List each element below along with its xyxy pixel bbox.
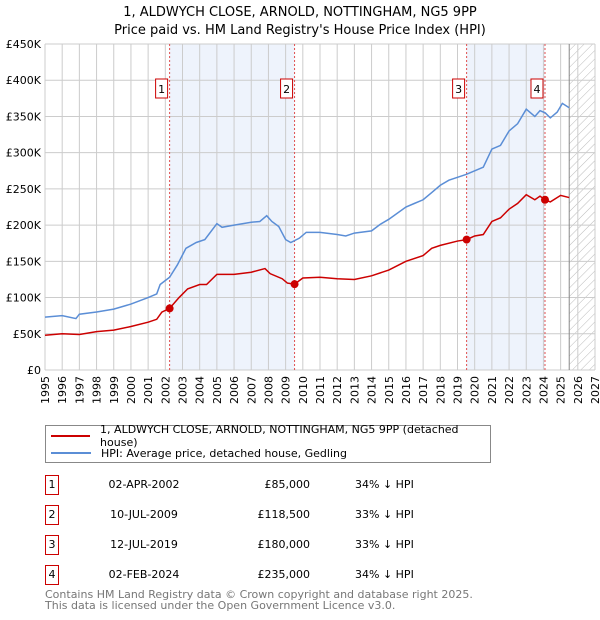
y-tick-label: £100K bbox=[6, 292, 42, 305]
sale-number-badge: 1 bbox=[45, 475, 59, 495]
x-tick-label: 2018 bbox=[434, 376, 447, 404]
x-tick-label: 1996 bbox=[56, 376, 69, 404]
x-tick-label: 2026 bbox=[572, 376, 585, 404]
x-tick-label: 2014 bbox=[366, 376, 379, 404]
x-tick-label: 2021 bbox=[486, 376, 499, 404]
sale-number-badge: 4 bbox=[45, 565, 59, 585]
sale-label: 2 bbox=[283, 83, 290, 96]
sale-price: £235,000 bbox=[257, 568, 311, 581]
sale-label-box bbox=[530, 78, 544, 99]
y-tick-label: £450K bbox=[6, 38, 42, 51]
legend-label-property: 1, ALDWYCH CLOSE, ARNOLD, NOTTINGHAM, NG… bbox=[100, 423, 459, 449]
x-tick-label: 2015 bbox=[383, 376, 396, 404]
x-tick-label: 2012 bbox=[331, 376, 344, 404]
legend: 1, ALDWYCH CLOSE, ARNOLD, NOTTINGHAM, NG… bbox=[45, 423, 491, 463]
y-tick-label: £0 bbox=[27, 364, 41, 377]
x-tick-label: 2006 bbox=[228, 376, 241, 404]
x-tick-label: 2005 bbox=[211, 376, 224, 404]
forecast-hatch bbox=[569, 44, 595, 370]
y-tick-label: £350K bbox=[6, 110, 42, 123]
y-tick-label: £50K bbox=[13, 328, 42, 341]
y-tick-label: £400K bbox=[6, 74, 42, 87]
y-tick-label: £200K bbox=[6, 219, 42, 232]
x-tick-label: 2008 bbox=[262, 376, 275, 404]
x-tick-label: 2019 bbox=[452, 376, 465, 404]
x-tick-label: 2024 bbox=[537, 376, 550, 404]
y-tick-label: £300K bbox=[6, 147, 42, 160]
line-chart: 1995 1996 1997 1998 1999 2000 2001 2002 2003 2004… bbox=[6, 38, 600, 404]
sale-hpi-diff: 34% ↓ HPI bbox=[355, 568, 414, 581]
x-tick-label: 2004 bbox=[194, 376, 207, 404]
sale-point bbox=[165, 304, 174, 313]
footer-licence: This data is licensed under the Open Gov… bbox=[45, 599, 396, 612]
sale-label-box bbox=[155, 78, 169, 99]
y-tick-label: £150K bbox=[6, 255, 42, 268]
y-tick-label: £250K bbox=[6, 183, 42, 196]
sale-hpi-diff: 33% ↓ HPI bbox=[355, 508, 414, 521]
sales-table-row: 1 02-APR-2002 £85,000 34% ↓ HPI bbox=[45, 475, 445, 495]
x-tick-label: 1998 bbox=[91, 376, 104, 404]
sale-label: 1 bbox=[158, 83, 165, 96]
sale-hpi-diff: 34% ↓ HPI bbox=[355, 478, 414, 491]
x-tick-label: 2020 bbox=[469, 376, 482, 404]
x-tick-label: 2000 bbox=[125, 376, 138, 404]
x-tick-label: 2009 bbox=[280, 376, 293, 404]
sale-price: £118,500 bbox=[257, 508, 311, 521]
x-tick-label: 1997 bbox=[73, 376, 86, 404]
sale-label-box bbox=[280, 78, 294, 99]
x-tick-label: 2016 bbox=[400, 376, 413, 404]
sale-label-box bbox=[452, 78, 466, 99]
legend-label-hpi: HPI: Average price, detached house, Gedl… bbox=[101, 446, 347, 460]
footer-copyright: Contains HM Land Registry data © Crown c… bbox=[45, 588, 473, 601]
sales-table-row: 4 02-FEB-2024 £235,000 34% ↓ HPI bbox=[45, 565, 445, 585]
sale-point bbox=[540, 195, 549, 204]
x-tick-label: 2007 bbox=[245, 376, 258, 404]
shaded-period bbox=[169, 44, 295, 370]
sale-label: 3 bbox=[455, 83, 462, 96]
sale-price: £180,000 bbox=[257, 538, 311, 551]
legend-blue-line-icon bbox=[51, 452, 91, 454]
sale-label: 4 bbox=[533, 83, 540, 96]
x-tick-label: 2001 bbox=[142, 376, 155, 404]
x-tick-label: 2027 bbox=[589, 376, 600, 404]
sale-date: 02-APR-2002 bbox=[108, 478, 180, 491]
legend-red-line-icon bbox=[51, 435, 91, 437]
chart-subtitle: Price paid vs. HM Land Registry's House … bbox=[114, 23, 486, 38]
sale-point bbox=[290, 280, 299, 289]
x-tick-label: 2002 bbox=[159, 376, 172, 404]
x-tick-label: 2023 bbox=[520, 376, 533, 404]
x-tick-label: 2017 bbox=[417, 376, 430, 404]
sale-point bbox=[462, 235, 471, 244]
x-tick-label: 2010 bbox=[297, 376, 310, 404]
x-tick-label: 1995 bbox=[39, 376, 52, 404]
sale-number-badge: 2 bbox=[45, 505, 59, 525]
sale-date: 02-FEB-2024 bbox=[108, 568, 180, 581]
sale-number-badge: 3 bbox=[45, 535, 59, 555]
x-tick-label: 1999 bbox=[108, 376, 121, 404]
chart-title: 1, ALDWYCH CLOSE, ARNOLD, NOTTINGHAM, NG… bbox=[123, 5, 477, 20]
x-tick-label: 2025 bbox=[555, 376, 568, 404]
sales-table-row: 2 10-JUL-2009 £118,500 33% ↓ HPI bbox=[45, 505, 445, 525]
sale-hpi-diff: 33% ↓ HPI bbox=[355, 538, 414, 551]
sale-price: £85,000 bbox=[264, 478, 311, 491]
x-tick-label: 2011 bbox=[314, 376, 327, 404]
footer: Contains HM Land Registry data © Crown c… bbox=[45, 589, 473, 611]
x-tick-label: 2022 bbox=[503, 376, 516, 404]
hpi-line bbox=[44, 102, 570, 320]
sale-date: 10-JUL-2009 bbox=[110, 508, 178, 521]
x-tick-label: 2003 bbox=[177, 376, 190, 404]
x-tick-label: 2013 bbox=[348, 376, 361, 404]
sales-table-row: 3 12-JUL-2019 £180,000 33% ↓ HPI bbox=[45, 535, 445, 555]
property-price-line bbox=[44, 193, 570, 336]
sale-date: 12-JUL-2019 bbox=[110, 538, 178, 551]
